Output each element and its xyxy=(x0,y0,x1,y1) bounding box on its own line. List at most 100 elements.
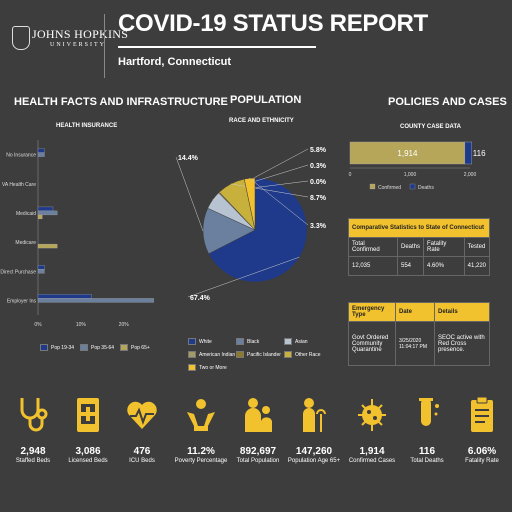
kpi-staffed-beds: 2,948 Staffed Beds xyxy=(5,396,61,465)
location-label: Hartford, Connecticut xyxy=(118,56,232,68)
kpi-value: 476 xyxy=(133,446,151,457)
pie-data-label: 0.0% xyxy=(310,179,327,186)
x-tick-label: 20% xyxy=(119,322,130,328)
pie-leader-line xyxy=(249,178,309,226)
policy-header-details: Details xyxy=(434,302,490,322)
legend-item-american-indian: American Indian xyxy=(188,351,235,358)
x-tick-label: 0% xyxy=(34,322,42,328)
kpi-value: 1,914 xyxy=(359,446,385,457)
policy-header-date: Date xyxy=(395,302,435,322)
x-tick-label: 10% xyxy=(76,322,87,328)
county-case-svg: 1,914 116 0 1,000 2,000 Confirmed Deaths xyxy=(349,141,486,191)
policy-type: Govt Ordered Community Quarantine xyxy=(348,321,396,366)
bar-data-label: 1,914 xyxy=(397,149,418,158)
legend-swatch xyxy=(236,351,244,358)
medical-id-icon xyxy=(77,398,99,432)
bar-data-label: 116 xyxy=(473,149,486,158)
legend-label: Other Race xyxy=(295,351,321,358)
race-pie-svg: 67.4% 14.4% 5.8% 0.3% 0.0% 8.7% 3.3% xyxy=(175,147,327,302)
legend-label: Deaths xyxy=(418,185,434,191)
pie-data-label: 8.7% xyxy=(310,195,327,202)
legend-label: American Indian xyxy=(199,351,236,358)
bar-pop-65+ xyxy=(37,243,58,249)
legend-item-other-race: Other Race xyxy=(284,351,321,358)
pie-leader-line xyxy=(175,156,204,232)
county-case-subtitle: COUNTY CASE DATA xyxy=(400,124,462,130)
bar-pop-35-64 xyxy=(37,298,154,303)
health-insurance-subtitle: HEALTH INSURANCE xyxy=(56,123,118,129)
bar-pop-19-34 xyxy=(37,294,92,299)
legend-label: Confirmed xyxy=(378,185,401,191)
state-value-deaths: 554 xyxy=(396,256,425,276)
kpi-label: Confirmed Cases xyxy=(348,458,396,464)
policy-details: SEOC active with Red Cross presence. xyxy=(434,321,490,366)
health-insurance-svg: No Insurance VA Health Care Medicaid Medica… xyxy=(0,140,154,328)
kpi-value: 11.2% xyxy=(187,446,215,457)
bar-pop-19-34 xyxy=(37,206,54,212)
kpi-value: 147,260 xyxy=(295,446,333,457)
state-stats-table: Comparative Statistics to State of Conne… xyxy=(348,218,491,276)
legend-label: Pacific Islander xyxy=(247,351,281,358)
legend-swatch xyxy=(80,344,88,351)
kpi-label: Total Population xyxy=(236,458,280,464)
health-insurance-chart: No Insurance VA Health Care Medicaid Medica… xyxy=(0,130,170,330)
health-insurance-legend: Pop 19-34 Pop 35-64 Pop 65+ xyxy=(40,344,180,354)
bar-pop-65+ xyxy=(37,214,43,220)
pie-leader-line xyxy=(230,183,309,198)
legend-item-pacific-islander: Pacific Islander xyxy=(236,351,281,358)
policy-table: Emergency Type Date Details Govt Ordered… xyxy=(348,302,490,366)
virus-icon xyxy=(358,399,386,431)
legend-item-pop-35-64: Pop 35-64 xyxy=(80,344,114,351)
bar-pop-35-64 xyxy=(37,152,45,157)
county-case-chart: 1,914 116 0 1,000 2,000 Confirmed Deaths xyxy=(340,134,500,204)
state-value-fatality: 4.60% xyxy=(423,256,465,276)
kpi-value: 116 xyxy=(418,446,436,457)
pie-data-label: 5.8% xyxy=(310,147,327,154)
category-label: Medicare xyxy=(15,240,36,246)
legend-swatch xyxy=(236,338,244,345)
state-header-tested: Tested xyxy=(463,237,491,257)
category-label: Direct Purchase xyxy=(0,269,36,275)
kpi-value: 3,086 xyxy=(75,446,101,457)
category-label: No Insurance xyxy=(6,153,36,159)
legend-swatch xyxy=(188,351,196,358)
state-header-deaths: Deaths xyxy=(396,237,425,257)
population-subtitle: RACE AND ETHNICITY xyxy=(229,118,294,124)
bar-pop-35-64 xyxy=(37,269,45,274)
pie-data-label: 14.4% xyxy=(178,155,199,162)
state-value-confirmed: 12,035 xyxy=(348,256,398,276)
hands-icon xyxy=(187,399,215,431)
kpi-confirmed-cases: 1,914 Confirmed Cases xyxy=(344,396,400,465)
kpi-value: 6.06% xyxy=(467,446,497,457)
elderly-icon xyxy=(303,398,326,432)
policy-date: 3/25/2020 11:04:17 PM xyxy=(395,321,435,366)
kpi-label: Staffed Beds xyxy=(15,458,51,464)
clipboard-icon xyxy=(471,396,493,432)
pie-data-label: 3.3% xyxy=(310,223,327,230)
category-label: Medicaid xyxy=(16,211,36,217)
kpi-label: Total Deaths xyxy=(410,458,444,464)
kpi-licensed-beds: 3,086 Licensed Beds xyxy=(60,396,116,465)
legend-swatch xyxy=(188,364,196,371)
kpi-label: Population Age 65+ xyxy=(287,458,341,464)
x-tick-label: 0 xyxy=(349,172,352,178)
kpi-fatality-rate: 6.06% Fatality Rate xyxy=(454,396,510,465)
x-tick-label: 2,000 xyxy=(464,172,477,178)
state-header-fatality: Fatality Rate xyxy=(423,237,465,257)
legend-label: White xyxy=(199,338,212,345)
legend-swatch xyxy=(120,344,128,351)
logo-name: JOHNS HOPKINS xyxy=(32,27,129,41)
bar-pop-19-34 xyxy=(37,148,45,153)
legend-label: Two or More xyxy=(199,364,227,371)
legend-label: Pop 65+ xyxy=(131,344,150,351)
kpi-icu-beds: 476 ICU Beds xyxy=(114,396,170,465)
people-icon xyxy=(245,398,272,432)
legend-label: Pop 35-64 xyxy=(91,344,115,351)
kpi-population-65: 147,260 Population Age 65+ xyxy=(286,396,342,465)
legend-item-pop-19-34: Pop 19-34 xyxy=(40,344,74,351)
heart-pulse-icon xyxy=(127,401,157,429)
kpi-total-deaths: 116 Total Deaths xyxy=(399,396,455,465)
legend-item-asian: Asian xyxy=(284,338,308,345)
bar-pop-19-34 xyxy=(37,265,45,270)
pie-data-label: 67.4% xyxy=(190,295,211,302)
